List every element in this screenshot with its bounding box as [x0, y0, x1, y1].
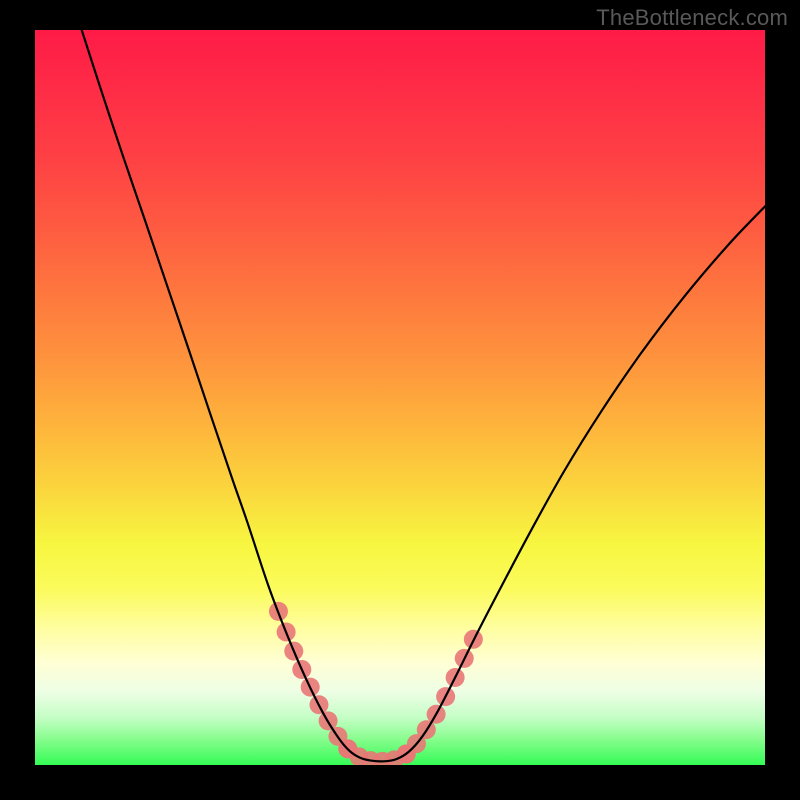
chart-stage: TheBottleneck.com	[0, 0, 800, 800]
plot-gradient-background	[35, 30, 765, 765]
watermark-text: TheBottleneck.com	[596, 5, 788, 31]
bottleneck-chart	[0, 0, 800, 800]
